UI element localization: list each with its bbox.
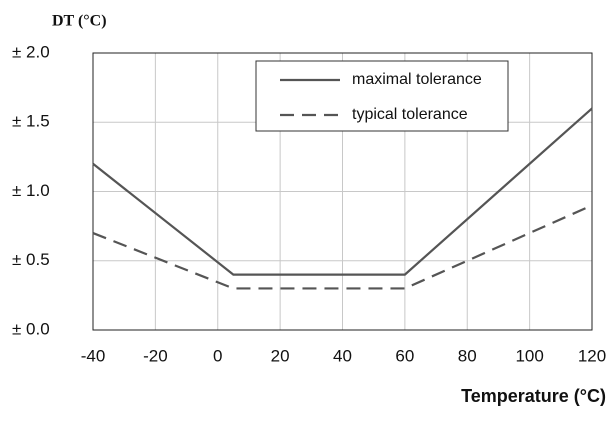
legend-box bbox=[255, 60, 509, 132]
y-tick-label: ± 2.0 bbox=[12, 42, 50, 61]
x-tick-label: 0 bbox=[213, 346, 222, 365]
y-tick-label: ± 0.0 bbox=[12, 319, 50, 338]
legend-label: typical tolerance bbox=[352, 106, 468, 123]
x-axis-label: Temperature (°C) bbox=[461, 386, 606, 406]
y-axis-label: DT (°C) bbox=[52, 13, 107, 30]
x-tick-label: 20 bbox=[271, 346, 290, 365]
y-tick-label: ± 0.5 bbox=[12, 250, 50, 269]
series-line bbox=[92, 204, 593, 290]
series-line bbox=[92, 107, 593, 276]
legend-label: maximal tolerance bbox=[352, 71, 482, 88]
plot-frame bbox=[92, 52, 593, 331]
x-tick-label: 60 bbox=[395, 346, 414, 365]
y-tick-label: ± 1.5 bbox=[12, 112, 50, 131]
x-tick-label: -40 bbox=[81, 346, 106, 365]
x-tick-label: 120 bbox=[578, 346, 606, 365]
y-tick-label: ± 1.0 bbox=[12, 181, 50, 200]
x-tick-label: 40 bbox=[333, 346, 352, 365]
x-tick-label: 100 bbox=[515, 346, 543, 365]
x-tick-label: -20 bbox=[143, 346, 168, 365]
x-tick-label: 80 bbox=[458, 346, 477, 365]
